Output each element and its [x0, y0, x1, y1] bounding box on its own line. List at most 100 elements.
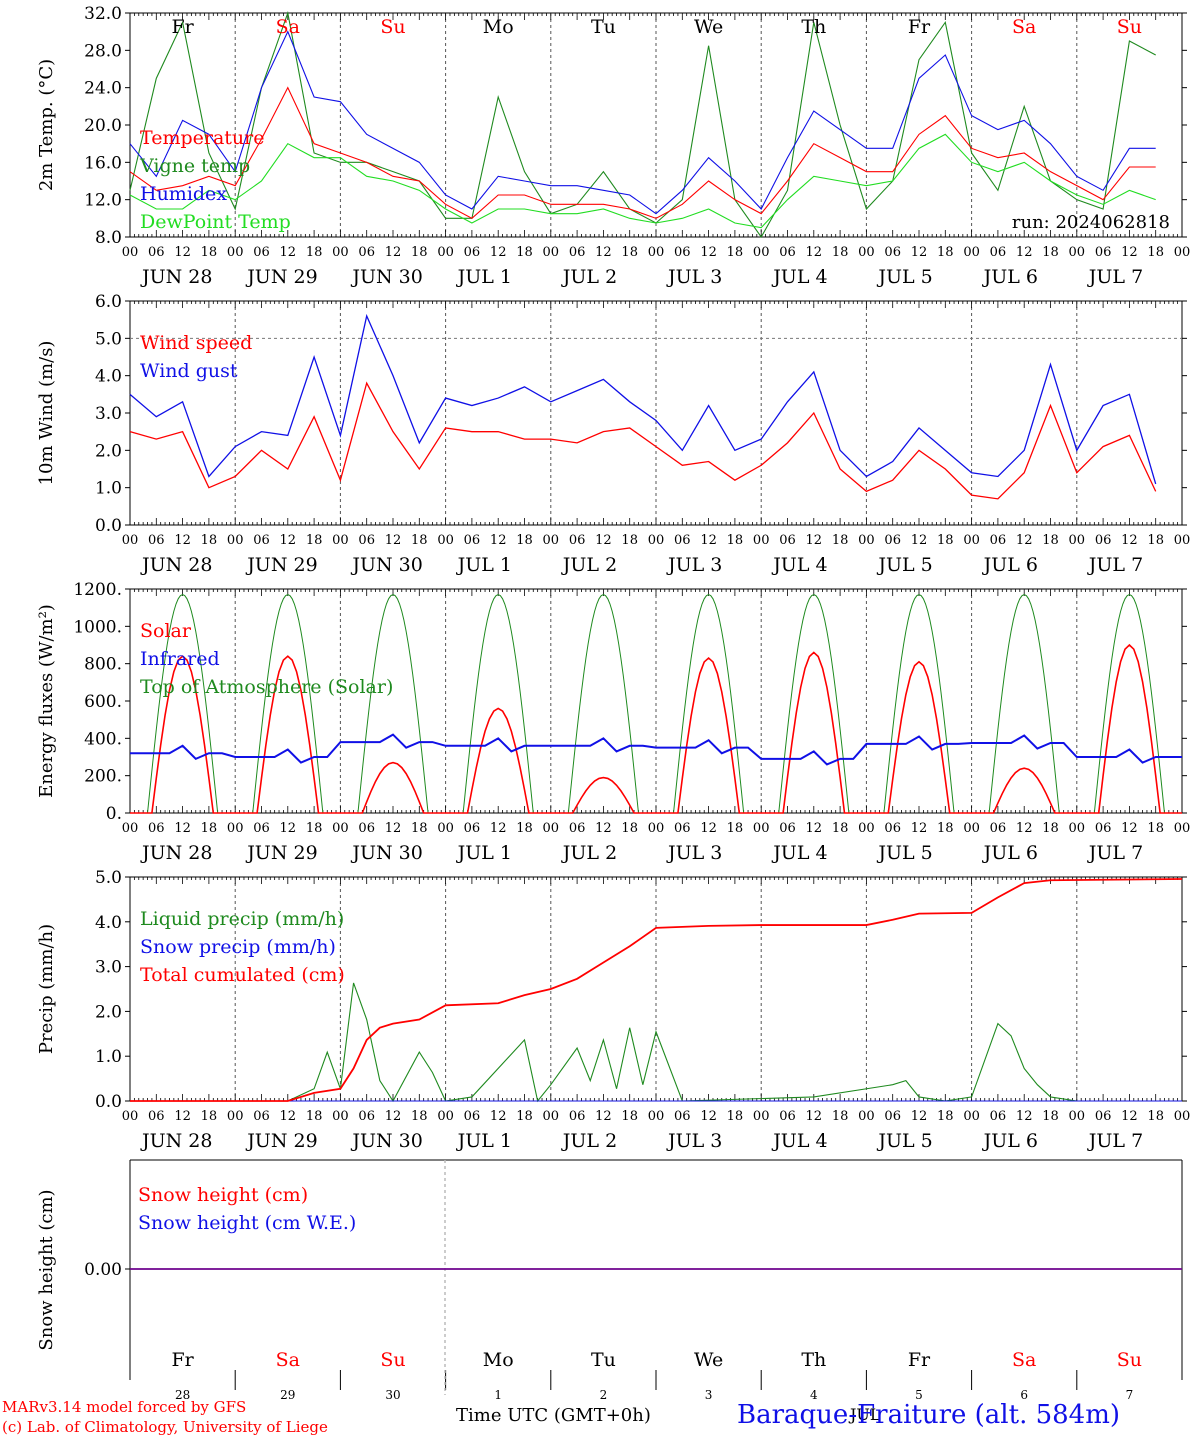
date-label: JUL 1	[456, 1130, 512, 1152]
hour-tick-label: 18	[306, 533, 323, 548]
hour-tick-label: 06	[464, 245, 481, 260]
date-label: JUL 2	[561, 554, 617, 576]
hour-tick-label: 12	[806, 245, 823, 260]
series-solar-line	[130, 643, 1182, 814]
hour-tick-label: 06	[148, 533, 165, 548]
hour-tick-label: 06	[464, 821, 481, 836]
series-temperature-line	[129, 86, 1156, 219]
panel-2-frame	[129, 300, 1183, 526]
y-tick-label: 0.0	[95, 516, 122, 536]
hour-tick-label: 06	[1095, 245, 1112, 260]
date-label: JUN 29	[245, 266, 317, 288]
y-tick-label: 800.	[84, 655, 122, 675]
hour-tick-label: 12	[700, 245, 717, 260]
model-credit: MARv3.14 model forced by GFS	[2, 1398, 247, 1416]
date-label: JUN 30	[350, 554, 422, 576]
hour-tick-label: 12	[385, 533, 402, 548]
hour-tick-label: 12	[700, 821, 717, 836]
temp-legend-1: Temperature	[140, 127, 264, 149]
hour-tick-label: 06	[569, 821, 586, 836]
energy-axis-title: Energy fluxes (W/m²)	[36, 604, 57, 798]
hour-tick-label: 12	[911, 821, 928, 836]
hour-tick-label: 18	[306, 245, 323, 260]
y-tick-label: 0.00	[84, 1260, 122, 1280]
date-label: JUL 7	[1087, 554, 1143, 576]
hour-tick-label: 12	[1016, 245, 1033, 260]
hour-tick-label: 12	[1121, 245, 1138, 260]
y-tick-label: 4.0	[95, 913, 122, 933]
hour-tick-label: 18	[516, 533, 533, 548]
series-wind-gust-line	[129, 313, 1157, 485]
hour-tick-label: 06	[1095, 1109, 1112, 1124]
day-abbr-label: Sa	[1012, 16, 1036, 38]
hour-tick-label: 00	[648, 1109, 665, 1124]
hour-tick-label: 18	[411, 533, 428, 548]
hour-tick-label: 12	[174, 245, 191, 260]
hour-tick-label: 12	[490, 821, 507, 836]
day-number-label: 28	[175, 1388, 190, 1402]
day-number-label: 30	[385, 1388, 400, 1402]
hour-tick-label: 06	[779, 821, 796, 836]
day-abbr-label: Fr	[908, 16, 931, 38]
hour-tick-label: 06	[779, 1109, 796, 1124]
hour-tick-label: 18	[1042, 245, 1059, 260]
day-abbr-label: Fr	[171, 1349, 194, 1371]
date-label: JUL 6	[982, 1130, 1038, 1152]
hour-tick-label: 00	[648, 821, 665, 836]
temp-legend-2: Vigne temp	[139, 155, 250, 177]
time-axis-label: Time UTC (GMT+0h)	[456, 1405, 651, 1426]
series-dewpoint-temp-line	[129, 133, 1156, 229]
snow-legend-1: Snow height (cm)	[138, 1184, 308, 1206]
y-tick-label: 5.0	[95, 329, 122, 349]
hour-tick-label: 12	[595, 533, 612, 548]
hour-tick-label: 18	[411, 821, 428, 836]
hour-tick-label: 00	[1069, 1109, 1086, 1124]
hour-tick-label: 00	[122, 821, 139, 836]
hour-tick-label: 12	[280, 533, 297, 548]
hour-tick-label: 18	[832, 533, 849, 548]
date-label: JUL 1	[456, 554, 512, 576]
y-tick-label: 1200.	[73, 580, 122, 600]
hour-tick-label: 12	[911, 1109, 928, 1124]
hour-tick-label: 00	[1069, 821, 1086, 836]
precip-axis-title: Precip (mm/h)	[36, 924, 57, 1054]
temp-legend-4: DewPoint Temp	[140, 211, 291, 233]
temp-axis-title: 2m Temp. (°C)	[36, 59, 57, 191]
hour-tick-label: 00	[543, 245, 560, 260]
hour-tick-label: 00	[963, 245, 980, 260]
hour-tick-label: 18	[201, 1109, 218, 1124]
hour-tick-label: 18	[201, 821, 218, 836]
hour-tick-label: 12	[806, 1109, 823, 1124]
date-label: JUL 3	[666, 266, 722, 288]
day-abbr-label: Mo	[483, 16, 514, 38]
date-label: JUL 5	[876, 1130, 932, 1152]
y-tick-label: 1000.	[73, 617, 122, 637]
hour-tick-label: 18	[306, 821, 323, 836]
run-label: run: 2024062818	[1012, 212, 1170, 233]
hour-tick-label: 06	[253, 533, 270, 548]
hour-tick-label: 00	[437, 1109, 454, 1124]
hour-tick-label: 00	[227, 245, 244, 260]
hour-tick-label: 18	[516, 245, 533, 260]
date-label: JUN 29	[245, 554, 317, 576]
date-label: JUN 28	[140, 266, 212, 288]
y-tick-label: 200.	[84, 767, 122, 787]
hour-tick-label: 06	[779, 245, 796, 260]
hour-tick-label: 18	[937, 533, 954, 548]
precip-legend-1: Liquid precip (mm/h)	[140, 908, 344, 930]
date-label: JUL 4	[771, 842, 827, 864]
y-tick-label: 32.0	[84, 4, 122, 24]
hour-tick-label: 00	[227, 533, 244, 548]
hour-tick-label: 06	[674, 533, 691, 548]
hour-tick-label: 00	[543, 1109, 560, 1124]
date-label: JUN 28	[140, 554, 212, 576]
day-abbr-label: Su	[1117, 1349, 1142, 1371]
lab-credit: (c) Lab. of Climatology, University of L…	[2, 1418, 328, 1436]
day-number-label: 3	[705, 1388, 713, 1402]
hour-tick-label: 18	[306, 1109, 323, 1124]
date-label: JUL 1	[456, 266, 512, 288]
hour-tick-label: 00	[963, 1109, 980, 1124]
precip-legend-3: Total cumulated (cm)	[140, 964, 345, 986]
hour-tick-label: 06	[253, 821, 270, 836]
hour-tick-label: 06	[569, 245, 586, 260]
